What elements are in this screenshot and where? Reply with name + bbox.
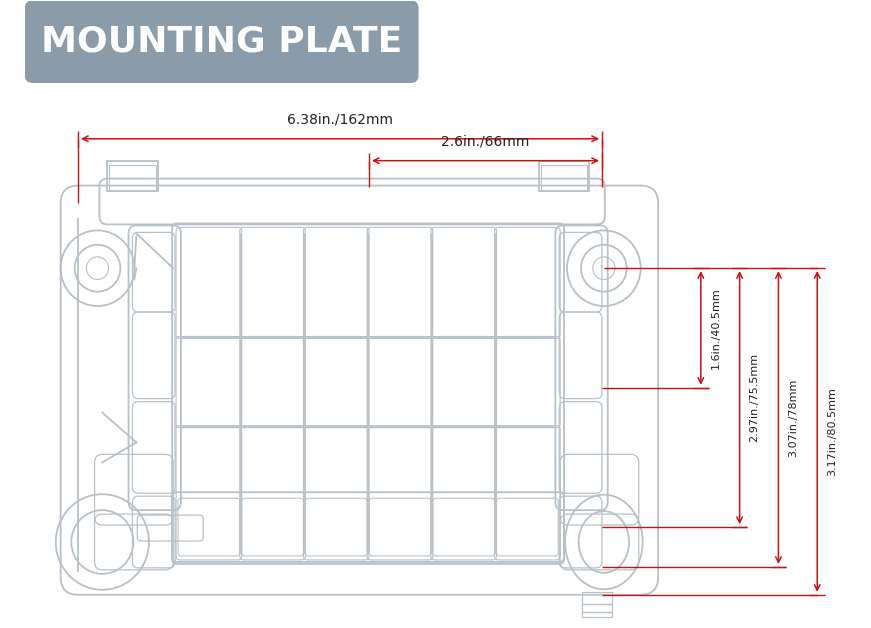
Text: 2.6in./66mm: 2.6in./66mm — [442, 135, 530, 149]
Text: 3.17in./80.5mm: 3.17in./80.5mm — [827, 387, 837, 476]
Bar — [541, 165, 587, 190]
Text: 3.07in./78mm: 3.07in./78mm — [788, 378, 798, 457]
Bar — [107, 161, 158, 190]
Bar — [109, 165, 156, 190]
Bar — [539, 161, 590, 190]
Text: 6.38in./162mm: 6.38in./162mm — [287, 113, 393, 127]
Text: MOUNTING PLATE: MOUNTING PLATE — [41, 24, 402, 58]
Text: 2.97in./75.5mm: 2.97in./75.5mm — [749, 353, 760, 442]
Bar — [583, 604, 611, 612]
Bar — [583, 612, 611, 617]
FancyBboxPatch shape — [24, 1, 419, 83]
Bar — [583, 592, 611, 604]
Text: 1.6in./40.5mm: 1.6in./40.5mm — [711, 287, 720, 369]
